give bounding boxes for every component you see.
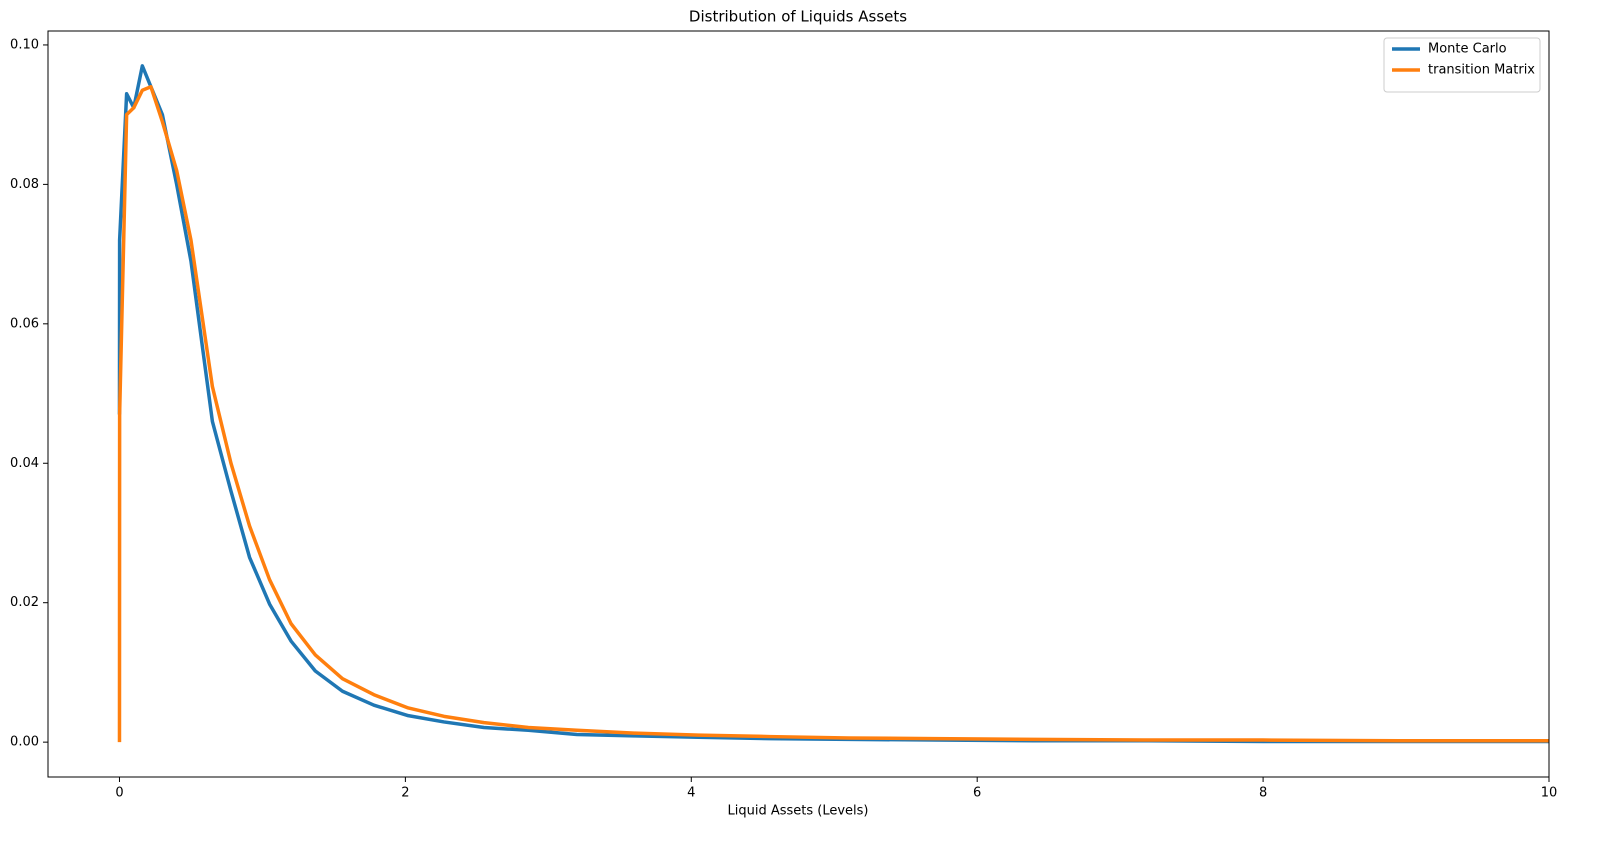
y-tick-label: 0.06 xyxy=(10,316,39,331)
x-axis-label: Liquid Assets (Levels) xyxy=(727,804,868,819)
chart-title: Distribution of Liquids Assets xyxy=(689,8,907,26)
series-line xyxy=(117,85,1549,743)
x-tick-label: 10 xyxy=(1541,786,1558,801)
legend-label: transition Matrix xyxy=(1428,63,1535,78)
plot-frame xyxy=(47,30,1550,778)
legend: Monte Carlo transition Matrix xyxy=(1383,37,1541,93)
y-tick-label: 0.08 xyxy=(10,177,39,192)
x-tick-label: 4 xyxy=(687,786,695,801)
y-tick-label: 0.00 xyxy=(10,735,39,750)
x-tick-label: 8 xyxy=(1259,786,1267,801)
x-tick-label: 0 xyxy=(115,786,123,801)
y-tick-label: 0.04 xyxy=(10,456,39,471)
legend-box xyxy=(1383,37,1541,93)
y-tick-label: 0.02 xyxy=(10,595,39,610)
plot-lines xyxy=(117,64,1549,744)
y-tick-label: 0.10 xyxy=(10,37,39,52)
legend-label: Monte Carlo xyxy=(1428,42,1507,57)
x-tick-label: 2 xyxy=(401,786,409,801)
x-tick-label: 6 xyxy=(973,786,981,801)
